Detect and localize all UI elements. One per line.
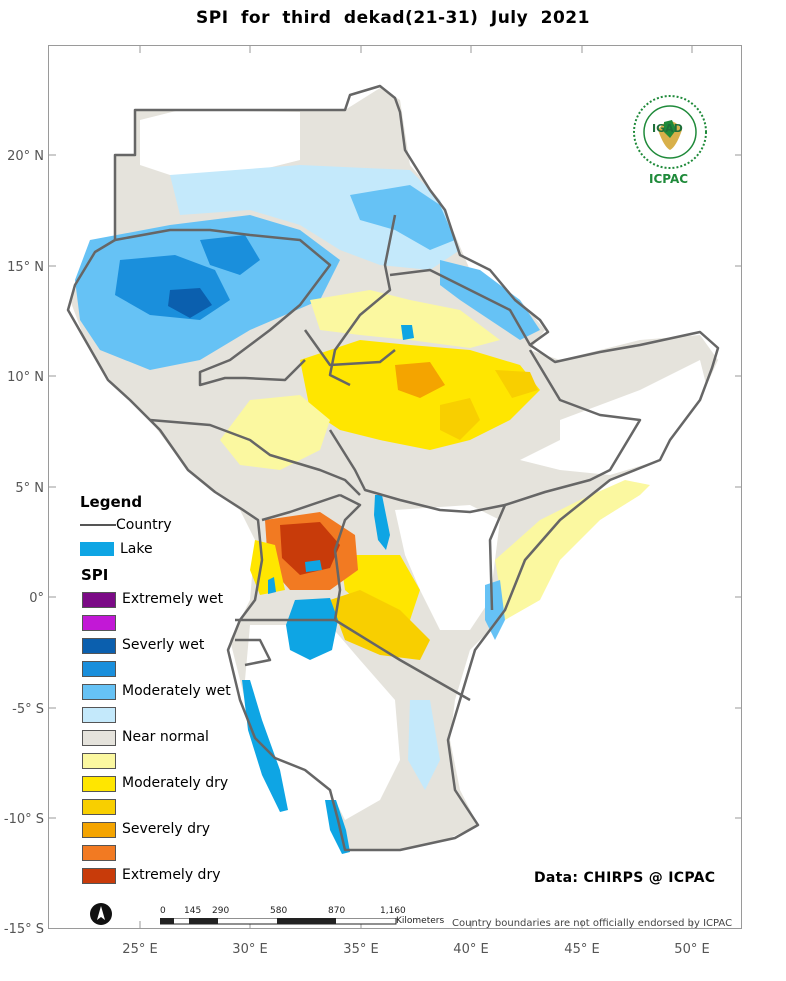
scale-label-0: 0 [160, 906, 166, 916]
boundary-disclaimer: Country boundaries are not officially en… [452, 918, 733, 929]
lon-label-35e: 35° E [343, 942, 379, 957]
igad-logo [633, 95, 707, 169]
region-dry-uganda-kenya [330, 590, 430, 660]
data-credit: Data: CHIRPS @ ICPAC [534, 870, 716, 886]
spi-class-label: Severly wet [122, 637, 205, 653]
lake-albert [268, 577, 276, 594]
country-borders [66, 84, 720, 852]
legend-country-line [80, 524, 116, 526]
lon-label-45e: 45° E [564, 942, 600, 957]
border-southsudan-car [149, 418, 361, 496]
border-sudan-ethiopia [328, 214, 397, 387]
legend-country-label: Country [116, 517, 172, 533]
border-uganda-kenya [333, 493, 362, 621]
region-severely-dry-ethiopia-1 [395, 362, 445, 398]
north-arrow-icon [90, 903, 112, 925]
border-kenya-tanzania [334, 618, 471, 702]
spi-swatch [82, 868, 116, 884]
spi-swatch [82, 845, 116, 861]
region-wet-tanzania [408, 700, 440, 790]
region-extremely-wet-spot [168, 288, 212, 318]
lat-label-10s: -10° S [3, 812, 44, 827]
spi-swatch [82, 684, 116, 700]
region-moderately-dry-south [340, 555, 420, 620]
lat-label-20n: 20° N [7, 149, 44, 164]
region-no-data-kenya [395, 505, 500, 630]
lake-tana [401, 325, 414, 340]
lake-tanganyika [242, 680, 288, 812]
region-moderately-dry-ss [220, 395, 330, 470]
spi-swatch [82, 730, 116, 746]
lat-label-15s: -15° S [3, 922, 44, 937]
spi-swatch [82, 592, 116, 608]
spi-class-label: Severely dry [122, 821, 211, 837]
border-uganda-drc [261, 493, 341, 522]
region-extremely-dry-uganda [280, 522, 340, 575]
spi-swatch [82, 638, 116, 654]
spi-swatch [82, 799, 116, 815]
spi-class-label: Extremely wet [122, 591, 224, 607]
border-chad-sudan [114, 228, 332, 387]
border-eritrea-ethiopia [389, 268, 532, 346]
spi-swatch [82, 707, 116, 723]
region-moderately-dry-ss-2 [340, 375, 390, 420]
legend-lake-swatch [80, 542, 114, 556]
region-severely-dry-ethiopia-2 [440, 398, 480, 440]
legend-title: Legend [80, 493, 143, 511]
scale-label-870: 870 [328, 906, 346, 916]
scale-bar [160, 918, 397, 925]
lake-victoria [286, 598, 338, 660]
border-ethiopia-kenya [328, 429, 507, 611]
border-outline [66, 84, 720, 852]
spi-class-label: Extremely dry [122, 867, 221, 883]
lat-label-0: 0° [29, 591, 44, 606]
scale-label-580: 580 [270, 906, 288, 916]
spi-swatch [82, 776, 116, 792]
region-moderately-wet-northeast [350, 185, 455, 250]
border-sudan-southsudan [303, 329, 396, 367]
spi-swatch [82, 615, 116, 631]
logo-igad-text: IGAD [652, 122, 683, 135]
lat-label-5s: -5° S [12, 702, 44, 717]
region-no-data-north [140, 110, 300, 175]
region-severely-dry-ethiopia-3 [495, 370, 538, 398]
map-title: SPI for third dekad(21-31) July 2021 [196, 8, 590, 28]
spi-class-label: Moderately dry [122, 775, 229, 791]
region-severely-wet-core2 [200, 235, 260, 275]
region-no-data-south [245, 625, 400, 820]
spi-class-label: Near normal [122, 729, 209, 745]
region-wet-kenya-coast [485, 580, 505, 640]
scale-unit: Kilometers [396, 916, 445, 926]
scale-label-290: 290 [212, 906, 230, 916]
lon-label-30e: 30° E [232, 942, 268, 957]
lon-label-40e: 40° E [453, 942, 489, 957]
lat-label-15n: 15° N [7, 260, 44, 275]
spi-swatch [82, 753, 116, 769]
spi-class-label: Moderately wet [122, 683, 231, 699]
border-ethiopia-somalia [504, 349, 642, 507]
logo-icpac-text: ICPAC [649, 172, 689, 186]
region-no-data-coast [495, 480, 650, 620]
legend-spi-title: SPI [81, 566, 109, 584]
border-rwanda-burundi [235, 638, 272, 667]
lake-turkana [374, 495, 390, 550]
lat-label-10n: 10° N [7, 370, 44, 385]
legend-lake-label: Lake [120, 541, 153, 557]
lon-label-50e: 50° E [674, 942, 710, 957]
lake-kyoga [305, 560, 322, 572]
scale-label-1160: 1,160 [380, 906, 406, 916]
spi-swatch [82, 822, 116, 838]
lat-label-5n: 5° N [15, 481, 44, 496]
lon-label-25e: 25° E [122, 942, 158, 957]
region-light-dry-ethiopia [310, 290, 500, 348]
spi-swatch [82, 661, 116, 677]
scale-label-145: 145 [184, 906, 202, 916]
